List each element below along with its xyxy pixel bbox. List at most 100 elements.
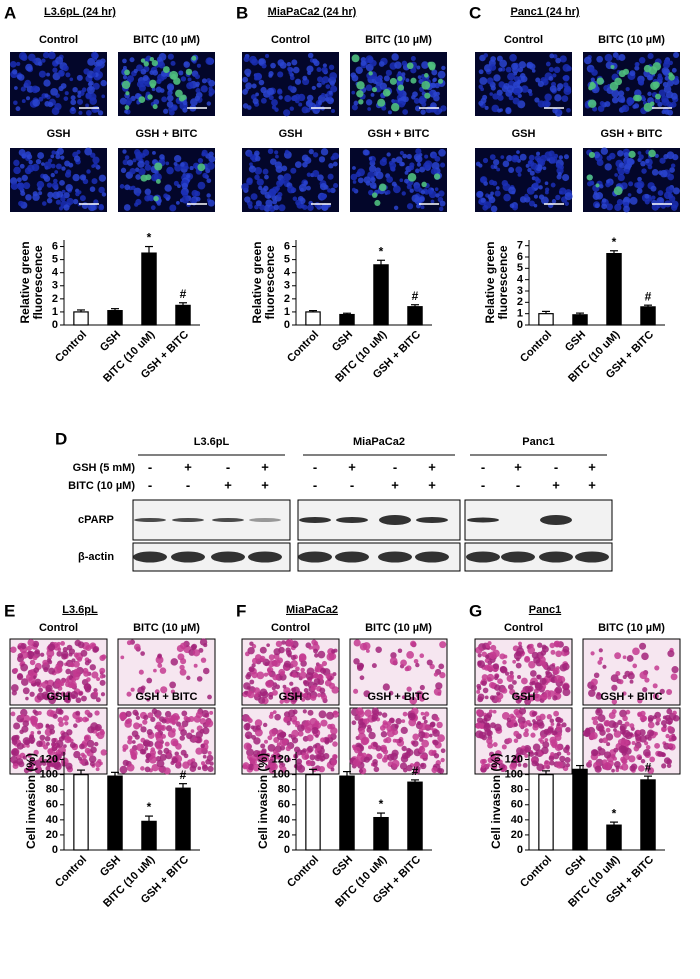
cell: [534, 195, 538, 199]
cell: [265, 199, 272, 206]
cell: [277, 657, 283, 663]
cell: [38, 711, 42, 715]
cell: [167, 92, 171, 96]
cell: [363, 149, 369, 155]
cell: [272, 690, 278, 696]
cell: [321, 694, 327, 700]
cell: [559, 155, 563, 159]
cell: [70, 742, 76, 748]
cell: [160, 667, 167, 674]
cell: [209, 86, 213, 90]
cell: [23, 687, 30, 694]
cell: [648, 717, 653, 722]
cell: [194, 715, 201, 722]
cell: [48, 52, 56, 60]
cell: [295, 721, 300, 726]
cell: [251, 735, 256, 740]
cell: [667, 174, 674, 181]
cell: [101, 749, 107, 755]
cell: [90, 747, 97, 754]
cell: [244, 69, 251, 76]
cell: [374, 766, 380, 772]
cell: [170, 716, 178, 724]
cell: [421, 61, 429, 69]
cell: [142, 719, 147, 724]
y-tick-label: 4: [517, 274, 524, 286]
cell: [663, 154, 668, 159]
cell: [628, 193, 632, 197]
cell: [352, 166, 356, 170]
cell: [307, 204, 314, 211]
cell: [589, 181, 594, 186]
cell: [308, 53, 313, 58]
cell: [623, 655, 627, 659]
cell: [168, 730, 176, 738]
cell: [37, 181, 44, 188]
panel-letter: F: [236, 601, 246, 620]
blot-band: [378, 552, 412, 563]
cell: [532, 711, 537, 716]
cell: [60, 156, 64, 160]
cell: [247, 647, 254, 654]
green-cell: [171, 74, 177, 80]
micrograph: [118, 148, 215, 212]
cell: [73, 669, 81, 677]
green-cell: [358, 99, 363, 104]
cell: [506, 67, 512, 73]
cell: [144, 160, 149, 165]
cell: [54, 103, 61, 110]
cell: [13, 763, 19, 769]
cell: [119, 712, 126, 719]
green-cell: [374, 200, 380, 206]
cell: [638, 79, 644, 85]
micrograph: [242, 52, 339, 116]
cell: [552, 73, 556, 77]
cell: [549, 755, 555, 761]
image-label: GSH + BITC: [367, 128, 429, 140]
cell: [44, 161, 52, 169]
cell: [376, 77, 381, 82]
cell: [267, 671, 272, 676]
cell: [284, 661, 291, 668]
green-cell: [356, 90, 363, 97]
cell: [174, 162, 178, 166]
cell: [254, 76, 258, 80]
green-cell: [197, 163, 205, 171]
cell: [647, 730, 654, 737]
cell: [493, 742, 498, 747]
cell: [511, 63, 518, 70]
cell: [171, 658, 179, 666]
cell: [83, 68, 89, 74]
cell: [249, 666, 255, 672]
cell: [143, 75, 149, 81]
cell: [626, 87, 630, 91]
cell: [284, 717, 289, 722]
cell: [497, 90, 503, 96]
micrograph: [583, 52, 680, 116]
bar: [74, 312, 88, 325]
cell: [196, 731, 203, 738]
cell: [180, 162, 185, 167]
green-cell: [407, 62, 414, 69]
cell: [57, 648, 61, 652]
cell: [198, 158, 203, 163]
cell: [182, 720, 189, 727]
cell: [317, 693, 321, 697]
cell: [83, 671, 89, 677]
cell: [302, 155, 309, 162]
cell: [73, 723, 78, 728]
cell: [599, 648, 603, 652]
cell: [539, 714, 545, 720]
cell: [643, 749, 651, 757]
cell: [44, 176, 50, 182]
cell: [245, 674, 251, 680]
cell: [483, 53, 488, 58]
cell: [145, 189, 151, 195]
cell: [527, 168, 531, 172]
cell: [641, 653, 649, 661]
cell: [93, 691, 98, 696]
cell: [127, 160, 133, 166]
cell: [320, 194, 326, 200]
cell: [599, 184, 603, 188]
cell: [292, 672, 298, 678]
